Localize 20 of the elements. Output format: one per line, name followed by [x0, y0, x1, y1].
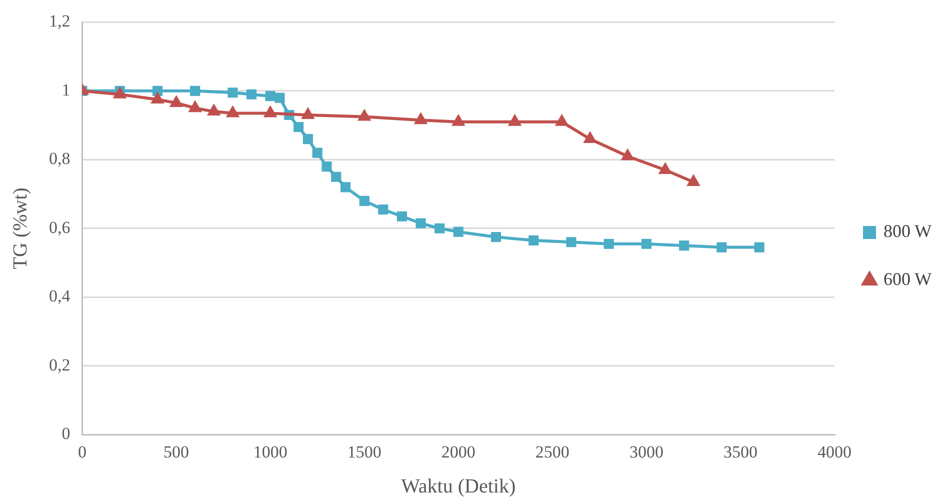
x-tick-label: 0 [78, 442, 86, 462]
x-axis-title: Waktu (Detik) [401, 475, 516, 498]
y-axis-title: TG (%wt) [9, 188, 32, 270]
y-tick-label: 0,8 [49, 149, 70, 168]
y-tick-label: 1,2 [49, 12, 70, 31]
y-tick-label: 0,6 [49, 218, 70, 237]
legend-label: 800 W [884, 221, 932, 242]
x-tick-label: 3500 [723, 442, 758, 462]
x-tick-label: 4000 [818, 442, 852, 462]
x-tick-label: 3000 [629, 442, 664, 462]
x-tick-label: 500 [164, 442, 190, 462]
legend-label: 600 W [884, 269, 932, 290]
y-tick-label: 0,2 [49, 355, 70, 374]
x-tick-label: 1000 [253, 442, 288, 462]
x-tick-label: 2500 [535, 442, 570, 462]
y-tick-label: 1 [62, 80, 70, 100]
y-tick-label: 0,4 [49, 286, 71, 306]
x-tick-label: 2000 [441, 442, 476, 462]
y-tick-label: 0 [62, 424, 70, 444]
x-tick-label: 1500 [347, 442, 382, 462]
